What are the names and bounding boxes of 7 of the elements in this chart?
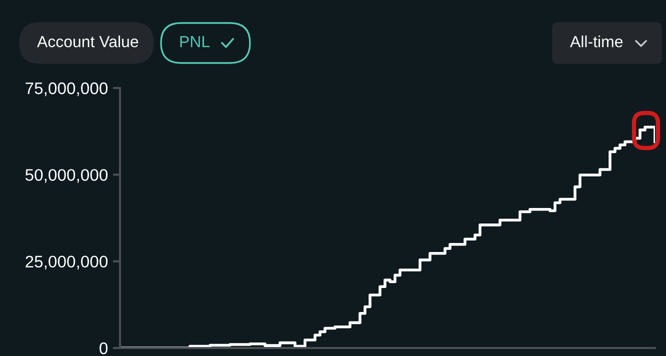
y-tick-label: 75,000,000 (26, 82, 108, 96)
y-tick-label: 25,000,000 (26, 256, 108, 270)
text: PNL (180, 36, 210, 48)
y-tick-label: 50,000,000 (25, 169, 108, 183)
y-tick-label: 0 (100, 342, 108, 354)
text: Account Value (37, 36, 138, 48)
text: All-time (570, 36, 623, 48)
